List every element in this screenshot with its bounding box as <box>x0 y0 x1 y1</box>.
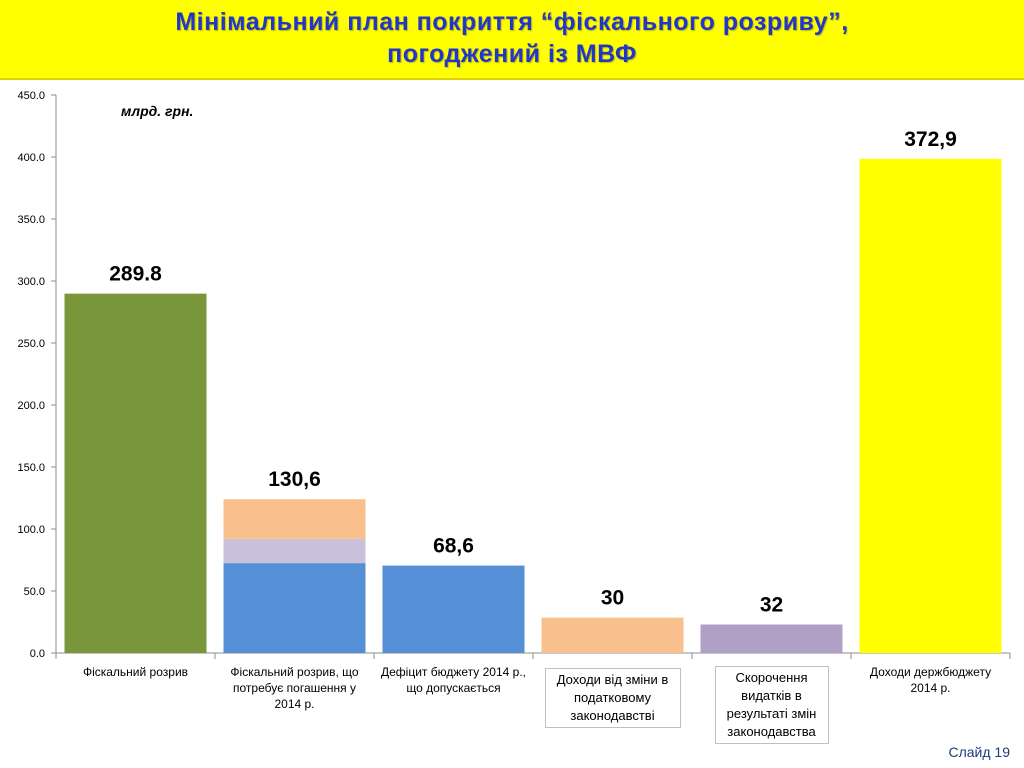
x-category-label: Доходи держбюджету 2014 р. <box>869 665 992 695</box>
bar-value-label: 372,9 <box>904 128 957 151</box>
y-tick-label: 250.0 <box>17 338 45 350</box>
bar-segment <box>223 538 366 564</box>
slide-title: Мінімальний план покриття “фіскального р… <box>0 6 1024 70</box>
y-tick-label: 400.0 <box>17 152 45 164</box>
y-tick-label: 450.0 <box>17 90 45 102</box>
y-tick-label: 350.0 <box>17 214 45 226</box>
title-band <box>0 0 1024 80</box>
y-tick-label: 50.0 <box>24 586 45 598</box>
bar-chart: 0.0 50.0 100.0 150.0 200.0 250.0 300.0 350.0 400… <box>17 90 1011 660</box>
y-tick-label: 150.0 <box>17 462 45 474</box>
y-tick-label: 0.0 <box>30 648 45 660</box>
bar-value-label: 30 <box>601 587 624 610</box>
bar-segment <box>223 499 366 539</box>
bar-segment <box>382 565 525 653</box>
bar-value-label: 32 <box>760 593 783 616</box>
y-tick-label: 100.0 <box>17 524 45 536</box>
x-category-label: Доходи від зміни в податковому законодав… <box>544 668 681 728</box>
bar-value-label: 289.8 <box>109 263 162 286</box>
x-category-label: Скорочення видатків в результаті змін за… <box>714 666 829 744</box>
bar-segment <box>64 293 207 653</box>
unit-label: млрд. грн. <box>121 103 193 119</box>
slide-title-line-1: Мінімальний план покриття “фіскального р… <box>175 8 849 36</box>
slide-title-line-2: погоджений із МВФ <box>387 40 637 68</box>
bar-value-label: 130,6 <box>268 468 321 491</box>
bar-segment <box>700 624 843 653</box>
x-category-label: Фіскальний розрив <box>82 665 189 679</box>
y-tick-label: 300.0 <box>17 276 45 288</box>
bar-segment <box>541 617 684 653</box>
bar-segment <box>223 563 366 653</box>
y-tick-label: 200.0 <box>17 400 45 412</box>
bar-segment <box>859 158 1002 654</box>
x-category-label: Фіскальний розрив, що потребує погашення… <box>230 665 359 711</box>
bar-value-label: 68,6 <box>433 535 474 558</box>
slide-number: Слайд 19 <box>948 744 1010 760</box>
x-category-label: Дефіцит бюджету 2014 р., що допускається <box>381 665 526 695</box>
